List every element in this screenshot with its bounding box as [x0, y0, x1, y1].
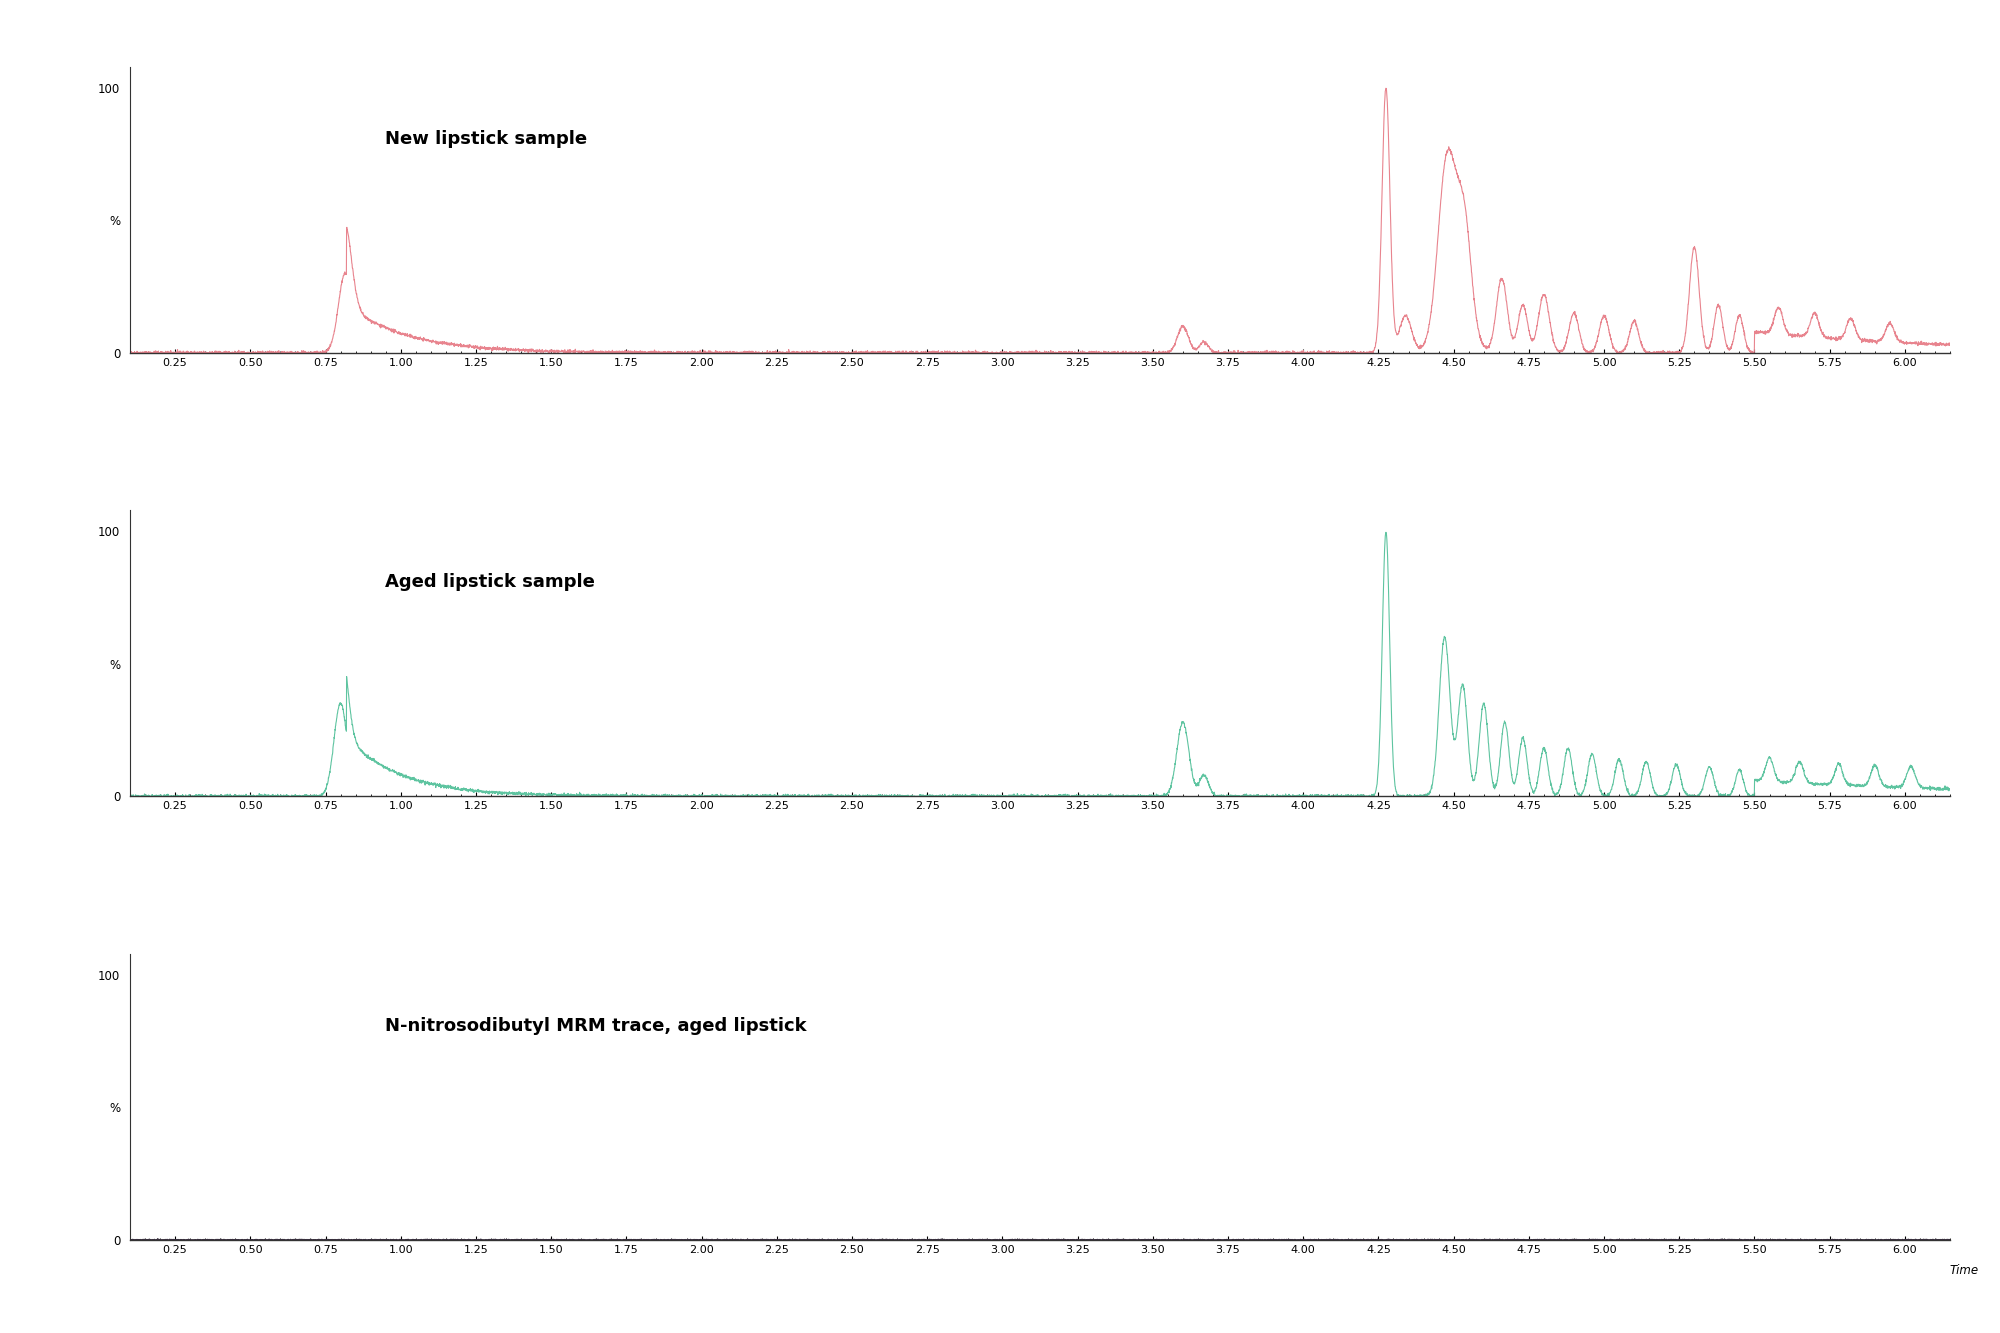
Text: New lipstick sample: New lipstick sample — [384, 129, 586, 148]
Text: Aged lipstick sample: Aged lipstick sample — [384, 573, 594, 591]
Text: N-nitrosodibutyl MRM trace, aged lipstick: N-nitrosodibutyl MRM trace, aged lipstic… — [384, 1017, 806, 1034]
Text: Time: Time — [1950, 1264, 1980, 1277]
